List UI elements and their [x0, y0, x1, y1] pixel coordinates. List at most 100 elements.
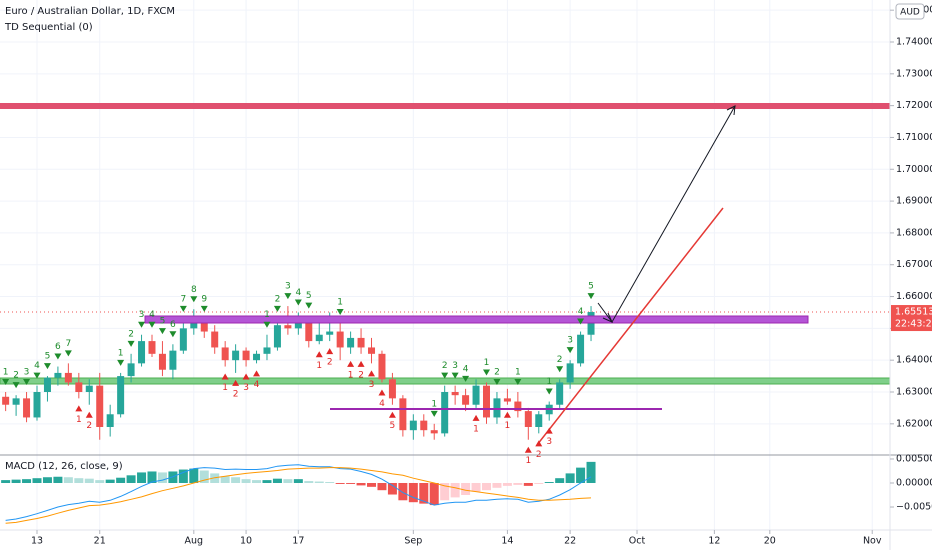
macd-line [5, 464, 592, 521]
candle-body [524, 411, 532, 427]
indicator-title: TD Sequential (0) [4, 22, 93, 33]
histogram-bar [398, 482, 408, 501]
td-up-marker [12, 382, 20, 389]
candle-body [556, 382, 564, 405]
td-down-count: 3 [369, 380, 375, 390]
histogram-bar [387, 482, 397, 495]
td-up-marker [566, 347, 574, 354]
td-up-marker [430, 410, 438, 417]
td-down-marker [253, 370, 261, 377]
candle-body [148, 341, 156, 354]
td-up-count: 2 [494, 368, 500, 378]
td-down-count: 1 [76, 415, 82, 425]
td-up-count: 3 [452, 361, 458, 371]
y-tick-label: 1.66000 [896, 291, 932, 302]
candle-body [336, 331, 344, 348]
td-up-marker [64, 350, 72, 357]
last-price-box [891, 305, 932, 332]
td-up-marker [305, 302, 313, 309]
currency-box[interactable] [895, 3, 925, 20]
td-down-count: 1 [505, 421, 511, 431]
td-up-count: 4 [578, 307, 584, 317]
y-tick-label: 1.70000 [896, 164, 932, 175]
td-up-count: 2 [275, 294, 281, 304]
td-up-count: 2 [557, 355, 563, 365]
histogram-bar [147, 471, 157, 483]
td-down-marker [472, 414, 480, 421]
td-up-count: 3 [285, 282, 291, 292]
histogram-bar [586, 461, 596, 483]
candle-body [514, 401, 522, 412]
candle-body [451, 392, 459, 396]
histogram-bar [419, 482, 429, 504]
td-up-marker [33, 372, 41, 379]
candle-body [273, 325, 281, 348]
candle-body [577, 334, 585, 364]
candle-body [96, 385, 104, 427]
td-up-count: 1 [118, 348, 124, 358]
candle-body [232, 350, 240, 361]
histogram-bar [293, 479, 303, 483]
candle-body [64, 372, 72, 383]
td-up-marker [514, 379, 522, 385]
td-down-marker [535, 440, 543, 447]
histogram-bar [304, 481, 314, 483]
histogram-bar [440, 482, 450, 501]
td-down-marker [388, 411, 396, 418]
td-down-count: 2 [233, 389, 239, 399]
histogram-bar [367, 482, 377, 487]
td-up-count: 1 [431, 399, 437, 409]
candle-body [75, 382, 83, 392]
candle-body [253, 353, 261, 361]
histogram-bar [523, 482, 533, 486]
x-tick-label: 12 [708, 536, 720, 547]
candle-body [169, 350, 177, 370]
x-tick-label: Nov [863, 536, 882, 547]
candle-body [158, 353, 166, 370]
histogram-bar [22, 479, 32, 483]
x-tick-label: Aug [185, 536, 204, 547]
td-down-marker [221, 373, 229, 380]
td-up-count: 3 [567, 336, 573, 346]
td-up-marker [54, 353, 62, 360]
x-tick-label: Sep [404, 536, 422, 547]
x-tick-label: 22 [564, 536, 576, 547]
candle-body [305, 318, 313, 342]
td-up-count: 9 [201, 294, 207, 304]
td-up-marker [190, 296, 198, 303]
td-up-marker [462, 375, 470, 382]
candle-body [315, 334, 323, 342]
histogram-bar [461, 482, 471, 495]
histogram-bar [377, 482, 387, 491]
histogram-bar [565, 473, 575, 483]
breakout-band [144, 315, 809, 324]
td-down-count: 1 [222, 383, 228, 393]
candle-body [347, 337, 355, 348]
td-up-marker [273, 305, 281, 312]
histogram-bar [555, 478, 565, 483]
td-up-marker [284, 293, 292, 300]
td-up-count: 4 [295, 288, 301, 298]
histogram-bar [429, 482, 439, 506]
td-up-count: 6 [170, 320, 176, 330]
histogram-bar [95, 480, 105, 483]
td-up-marker [493, 379, 501, 385]
candle-body [326, 331, 334, 335]
candle-body [190, 322, 198, 329]
td-up-count: 4 [149, 310, 155, 320]
td-down-count: 1 [316, 361, 322, 371]
histogram-bar [241, 479, 251, 483]
candle-body [221, 347, 229, 361]
candle-body [242, 350, 250, 361]
currency-label[interactable]: AUD [900, 8, 920, 18]
candle-body [493, 398, 501, 418]
td-down-count: 4 [379, 399, 385, 409]
y2-tick-label: 0.00500 [896, 453, 932, 464]
td-down-count: 1 [473, 424, 479, 434]
td-up-count: 2 [128, 329, 134, 339]
td-down-marker [242, 373, 250, 380]
candle-body [388, 379, 396, 399]
y-tick-label: 1.72000 [896, 100, 932, 111]
y-tick-label: 1.69000 [896, 196, 932, 207]
